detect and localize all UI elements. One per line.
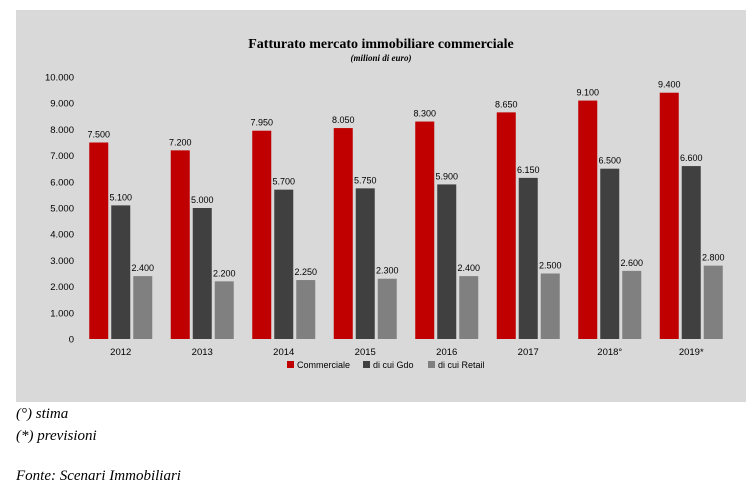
bar-di-cui-gdo: [518, 177, 538, 339]
bar-di-cui-gdo: [600, 168, 620, 339]
data-label: 6.150: [517, 165, 540, 175]
data-label: 7.200: [169, 137, 192, 147]
data-label: 2.400: [131, 263, 154, 273]
bar-di-cui-gdo: [681, 166, 701, 339]
bar-di-cui-retail: [540, 273, 560, 339]
x-tick-label: 2019*: [679, 347, 704, 358]
bar-commerciale: [252, 130, 272, 339]
legend-swatch: [287, 361, 294, 368]
bar-di-cui-retail: [296, 280, 316, 339]
data-label: 2.800: [702, 253, 725, 263]
data-label: 7.950: [250, 118, 273, 128]
chart-subtitle: (milioni di euro): [350, 53, 411, 63]
data-label: 8.300: [413, 109, 436, 119]
chart-panel: Fatturato mercato immobiliare commercial…: [16, 10, 746, 402]
y-tick-label: 7.000: [50, 151, 74, 162]
data-label: 2.600: [620, 258, 643, 268]
bar-di-cui-retail: [703, 265, 723, 339]
legend-swatch: [428, 361, 435, 368]
bar-di-cui-gdo: [274, 189, 294, 339]
note-forecast: (*) previsioni: [16, 428, 97, 444]
data-label: 2.400: [457, 263, 480, 273]
data-label: 6.600: [680, 153, 703, 163]
bar-di-cui-retail: [133, 276, 153, 339]
bar-commerciale: [89, 142, 109, 339]
data-label: 2.500: [539, 261, 562, 271]
data-label: 5.750: [354, 175, 377, 185]
bar-di-cui-gdo: [192, 208, 212, 339]
chart-title: Fatturato mercato immobiliare commercial…: [248, 37, 514, 52]
x-tick-label: 2013: [192, 347, 213, 358]
data-label: 8.650: [495, 99, 518, 109]
x-tick-label: 2014: [273, 347, 294, 358]
data-label: 5.100: [109, 192, 132, 202]
legend-swatch: [363, 361, 370, 368]
data-label: 5.900: [435, 171, 458, 181]
bar-commerciale: [415, 121, 435, 339]
bar-chart: Fatturato mercato immobiliare commercial…: [45, 37, 725, 370]
bar-commerciale: [578, 100, 598, 339]
y-tick-label: 4.000: [50, 230, 74, 241]
data-label: 9.100: [576, 88, 599, 98]
x-tick-label: 2015: [355, 347, 376, 358]
x-tick-label: 2017: [518, 347, 539, 358]
x-tick-label: 2018°: [597, 347, 622, 358]
data-label: 2.200: [213, 268, 236, 278]
y-tick-label: 8.000: [50, 125, 74, 136]
legend-label: di cui Retail: [438, 360, 485, 370]
y-tick-label: 2.000: [50, 282, 74, 293]
y-tick-label: 5.000: [50, 204, 74, 215]
bar-commerciale: [170, 150, 190, 339]
y-tick-label: 6.000: [50, 177, 74, 188]
data-label: 7.500: [87, 130, 110, 140]
y-tick-label: 0: [69, 335, 74, 346]
bar-di-cui-retail: [459, 276, 479, 339]
bar-commerciale: [333, 128, 353, 339]
data-label: 5.700: [272, 177, 295, 187]
y-tick-label: 1.000: [50, 308, 74, 319]
note-estimate: (°) stima: [16, 406, 69, 422]
data-label: 9.400: [658, 80, 681, 90]
bar-di-cui-retail: [214, 281, 234, 339]
y-tick-label: 10.000: [45, 73, 74, 84]
bar-commerciale: [496, 112, 516, 340]
bar-di-cui-retail: [622, 270, 642, 339]
bar-di-cui-gdo: [355, 188, 375, 339]
data-label: 2.300: [376, 266, 399, 276]
x-tick-label: 2016: [436, 347, 457, 358]
legend-label: Commerciale: [297, 360, 350, 370]
legend-label: di cui Gdo: [373, 360, 414, 370]
x-tick-label: 2012: [110, 347, 131, 358]
bar-commerciale: [659, 92, 679, 339]
y-tick-label: 9.000: [50, 99, 74, 110]
data-label: 6.500: [598, 156, 621, 166]
data-label: 5.000: [191, 195, 214, 205]
data-label: 2.250: [294, 267, 317, 277]
source-note: Fonte: Scenari Immobiliari: [16, 468, 181, 484]
bar-di-cui-gdo: [437, 184, 457, 339]
bar-di-cui-retail: [377, 278, 397, 339]
y-tick-label: 3.000: [50, 256, 74, 267]
bar-di-cui-gdo: [111, 205, 131, 339]
data-label: 8.050: [332, 115, 355, 125]
